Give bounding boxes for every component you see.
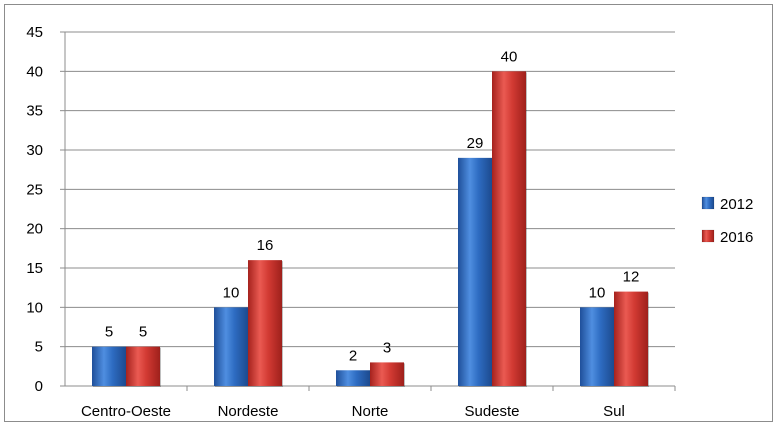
data-label: 12	[623, 269, 640, 286]
legend: 2012 2016	[701, 196, 753, 246]
bar-2012-Centro-Oeste	[92, 346, 126, 386]
x-tick-label: Centro-Oeste	[81, 403, 171, 420]
y-tick-label: 5	[35, 339, 43, 356]
bar-2012-Sudeste	[458, 157, 492, 386]
legend-label: 2012	[720, 196, 753, 213]
y-tick-label: 15	[26, 260, 43, 277]
data-label: 3	[383, 339, 391, 356]
data-label: 10	[589, 284, 606, 301]
data-label: 5	[139, 324, 147, 341]
data-label: 5	[105, 324, 113, 341]
legend-label: 2016	[720, 229, 753, 246]
y-tick-label: 40	[26, 63, 43, 80]
data-label: 16	[257, 237, 274, 254]
bar-2016-Nordeste	[248, 260, 282, 386]
bar-2012-Norte	[336, 370, 370, 386]
y-tick-label: 20	[26, 221, 43, 238]
bars	[92, 71, 649, 387]
gridlines	[65, 31, 675, 348]
x-tick-label: Nordeste	[218, 403, 279, 420]
y-tick-label: 10	[26, 299, 43, 316]
bar-2016-Sudeste	[492, 71, 526, 386]
y-tick-label: 30	[26, 142, 43, 159]
bar-2016-Sul	[614, 291, 648, 386]
bar-2012-Nordeste	[214, 307, 248, 386]
data-label: 29	[467, 135, 484, 152]
data-labels: 5 5 10 16 2 3 29 40 10 12	[105, 48, 640, 364]
bar-2016-Norte	[370, 362, 404, 386]
legend-swatch-2012	[701, 196, 715, 210]
data-label: 10	[223, 284, 240, 301]
data-label: 40	[501, 48, 518, 65]
y-tick-label: 45	[26, 24, 43, 41]
y-tick-label: 25	[26, 181, 43, 198]
data-label: 2	[349, 347, 357, 364]
bar-2016-Centro-Oeste	[126, 346, 160, 386]
y-tick-label: 35	[26, 103, 43, 120]
x-tick-label: Norte	[352, 403, 389, 420]
y-tick-label: 0	[35, 378, 43, 395]
x-tick-label: Sudeste	[464, 403, 519, 420]
x-tick-label: Sul	[603, 403, 625, 420]
legend-swatch-2016	[701, 229, 715, 243]
bar-2012-Sul	[580, 307, 614, 386]
